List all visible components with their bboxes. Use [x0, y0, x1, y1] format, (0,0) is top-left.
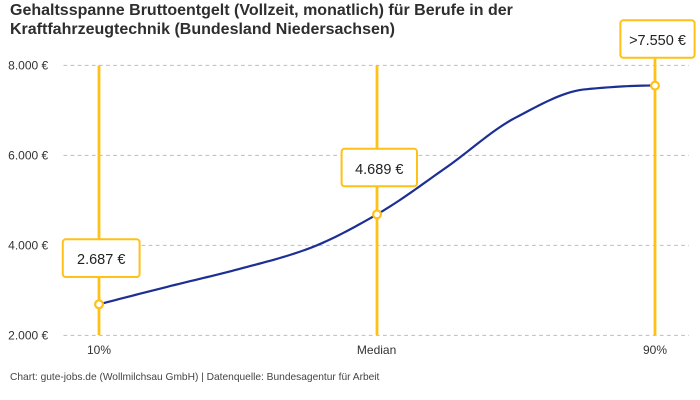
svg-text:2.687 €: 2.687 € [77, 252, 125, 268]
svg-text:6.000 €: 6.000 € [8, 149, 48, 163]
svg-text:90%: 90% [643, 343, 667, 357]
svg-text:2.000 €: 2.000 € [8, 329, 48, 343]
svg-text:>7.550 €: >7.550 € [629, 33, 686, 49]
svg-text:4.689 €: 4.689 € [355, 162, 403, 178]
svg-text:Median: Median [357, 343, 396, 357]
svg-text:10%: 10% [87, 343, 111, 357]
svg-text:8.000 €: 8.000 € [8, 59, 48, 73]
svg-text:4.000 €: 4.000 € [8, 239, 48, 253]
